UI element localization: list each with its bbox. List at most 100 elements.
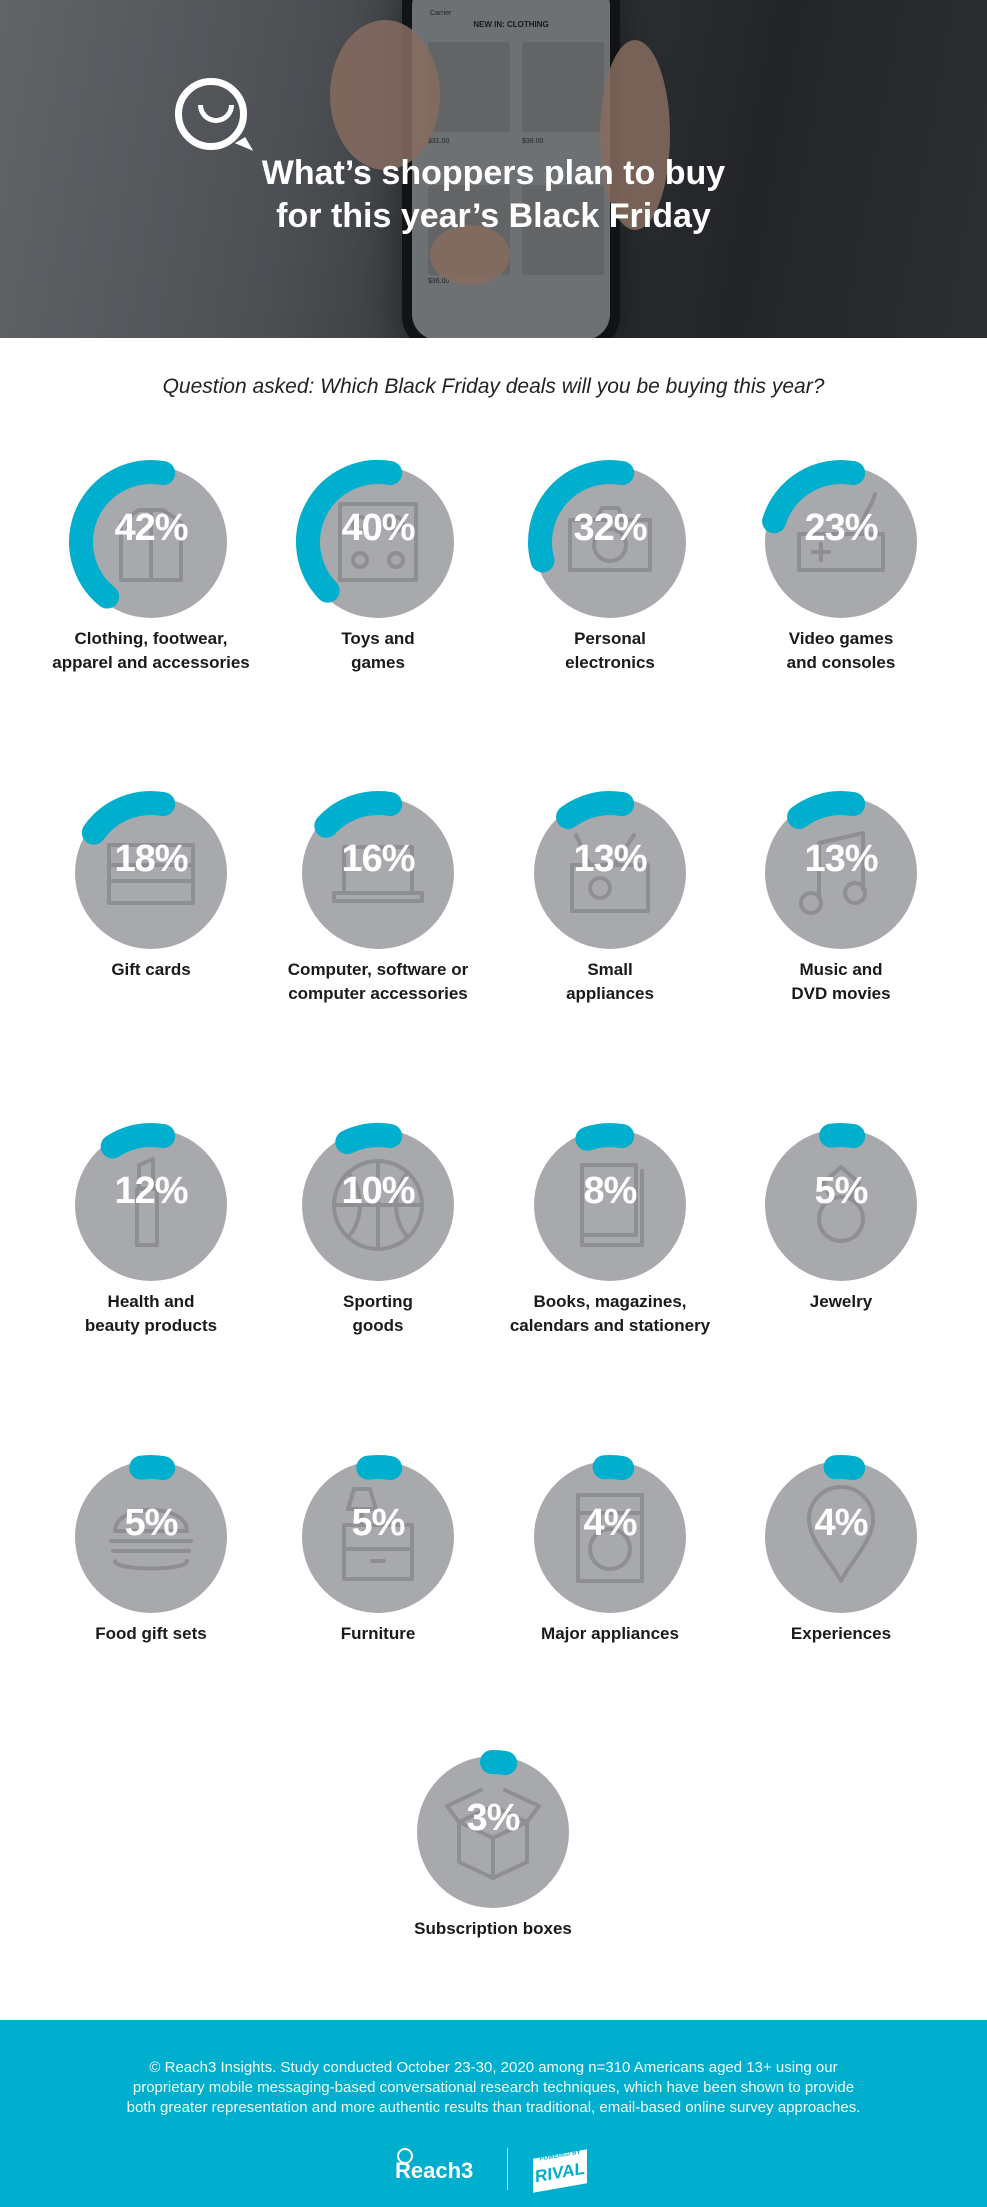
- data-label: 5%: [814, 1170, 869, 1212]
- category-label-line: games: [351, 653, 405, 672]
- donut-chart: [534, 791, 686, 949]
- washing-machine-icon: [576, 1493, 644, 1583]
- category-label-line: Clothing, footwear,: [74, 629, 228, 648]
- category-label: Small appliances: [480, 958, 740, 1006]
- data-label: 8%: [583, 1170, 638, 1212]
- donut-value-arc: [575, 1123, 635, 1151]
- donut-background: [417, 1756, 569, 1908]
- camera-icon: [568, 506, 652, 572]
- product-tile: [428, 42, 510, 132]
- category-label: Jewelry: [711, 1290, 971, 1314]
- donut-value-arc: [69, 460, 176, 609]
- partner-logo: POWERED BY RIVAL: [533, 2149, 587, 2193]
- category-label-line: beauty products: [84, 1316, 218, 1335]
- donut-background: [75, 1461, 227, 1613]
- category-label-line: Gift cards: [111, 960, 191, 979]
- donut-value-arc: [314, 791, 403, 838]
- category-label-line: goods: [352, 1316, 404, 1335]
- lamp-table-icon: [342, 1487, 414, 1581]
- jacket-icon: [119, 508, 183, 582]
- data-label: 32%: [573, 507, 647, 549]
- category-label-line: appliances: [566, 984, 654, 1003]
- chart-item: 13% Music and DVD movies: [721, 776, 961, 1006]
- data-label: 40%: [341, 507, 415, 549]
- chart-item: 4% Major appliances: [490, 1440, 730, 1670]
- book-icon: [580, 1163, 644, 1247]
- category-label-line: calendars and stationery: [509, 1316, 711, 1335]
- chart-item: 4% Experiences: [721, 1440, 961, 1670]
- donut-chart: [528, 460, 686, 618]
- donut-background: [534, 466, 686, 618]
- product-price: $36.00: [428, 278, 450, 285]
- thumb-photo: [430, 225, 510, 285]
- donut-value-arc: [81, 791, 176, 845]
- donut-value-arc: [528, 460, 635, 573]
- donut-background: [534, 1129, 686, 1281]
- donut-background: [302, 1461, 454, 1613]
- donut-chart: [75, 1455, 227, 1613]
- donut-chart: [302, 1455, 454, 1613]
- footnote-line: proprietary mobile messaging-based conve…: [132, 2079, 855, 2096]
- category-label: Major appliances: [480, 1622, 740, 1646]
- laptop-icon: [332, 845, 424, 903]
- donut-background: [75, 797, 227, 949]
- category-label: Computer, software or computer accessorie…: [248, 958, 508, 1006]
- category-label: Subscription boxes: [363, 1917, 623, 1941]
- category-label: Video games and consoles: [711, 627, 971, 675]
- category-label-line: Personal: [574, 629, 646, 648]
- chart-item: 5% Jewelry: [721, 1108, 961, 1338]
- product-tile: [522, 185, 604, 275]
- data-label: 4%: [814, 1502, 869, 1544]
- product-tile: [522, 42, 604, 132]
- phone-category-title: NEW IN: CLOTHING: [473, 20, 549, 29]
- basketball-icon: [332, 1159, 424, 1251]
- phone-photo: Carrier NEW IN: CLOTHING $31.00 $38.00 $…: [402, 0, 620, 338]
- donut-background: [302, 797, 454, 949]
- hero-overlay: [0, 0, 987, 338]
- data-label: 10%: [341, 1170, 415, 1212]
- dice-icon: [338, 502, 418, 582]
- category-label: Food gift sets: [21, 1622, 281, 1646]
- donut-background: [534, 1461, 686, 1613]
- ring-icon: [817, 1165, 865, 1243]
- lipstick-icon: [135, 1157, 159, 1247]
- donut-value-arc: [556, 791, 635, 829]
- category-label-line: Jewelry: [809, 1292, 873, 1311]
- data-label: 5%: [124, 1502, 179, 1544]
- donut-background: [765, 1461, 917, 1613]
- donut-value-arc: [819, 1123, 866, 1149]
- donut-chart: [765, 1455, 917, 1613]
- phone-screen: Carrier NEW IN: CLOTHING $31.00 $38.00 $…: [412, 0, 610, 338]
- data-label: 3%: [466, 1797, 521, 1839]
- donut-value-arc: [480, 1750, 518, 1776]
- category-label-line: Food gift sets: [95, 1624, 207, 1643]
- category-label: Music and DVD movies: [711, 958, 971, 1006]
- category-label: Sporting goods: [248, 1290, 508, 1338]
- footer: © Reach3 Insights. Study conducted Octob…: [0, 2020, 987, 2207]
- chart-item: 10% Sporting goods: [258, 1108, 498, 1338]
- reach3-logo-icon: [175, 78, 247, 150]
- donut-chart: [302, 1123, 454, 1281]
- survey-question: Question asked: Which Black Friday deals…: [162, 375, 825, 398]
- donut-chart: [765, 1123, 917, 1281]
- donut-chart: [762, 460, 917, 618]
- product-price: $38.00: [522, 138, 544, 145]
- burger-icon: [109, 1508, 193, 1571]
- category-label-line: DVD movies: [791, 984, 891, 1003]
- chart-item: 8% Books, magazines, calendars and station…: [490, 1108, 730, 1338]
- divider: [507, 2148, 508, 2190]
- footnote-line: © Reach3 Insights. Study conducted Octob…: [149, 2059, 838, 2076]
- chart-item: 13% Small appliances: [490, 776, 730, 1006]
- data-label: 12%: [114, 1170, 188, 1212]
- category-label-line: Toys and: [341, 629, 415, 648]
- category-label-line: Subscription boxes: [414, 1919, 572, 1938]
- category-label-line: Experiences: [790, 1624, 892, 1643]
- donut-background: [765, 1129, 917, 1281]
- hand-photo: [330, 20, 440, 170]
- chart-item: 40% Toys and games: [258, 445, 498, 675]
- donut-background: [75, 1129, 227, 1281]
- chart-item: 42% Clothing, footwear, apparel and access…: [31, 445, 271, 675]
- box-icon: [445, 1788, 541, 1880]
- page-title: What’s shoppers plan to buy: [261, 154, 726, 192]
- footnote-line: both greater representation and more aut…: [126, 2099, 861, 2116]
